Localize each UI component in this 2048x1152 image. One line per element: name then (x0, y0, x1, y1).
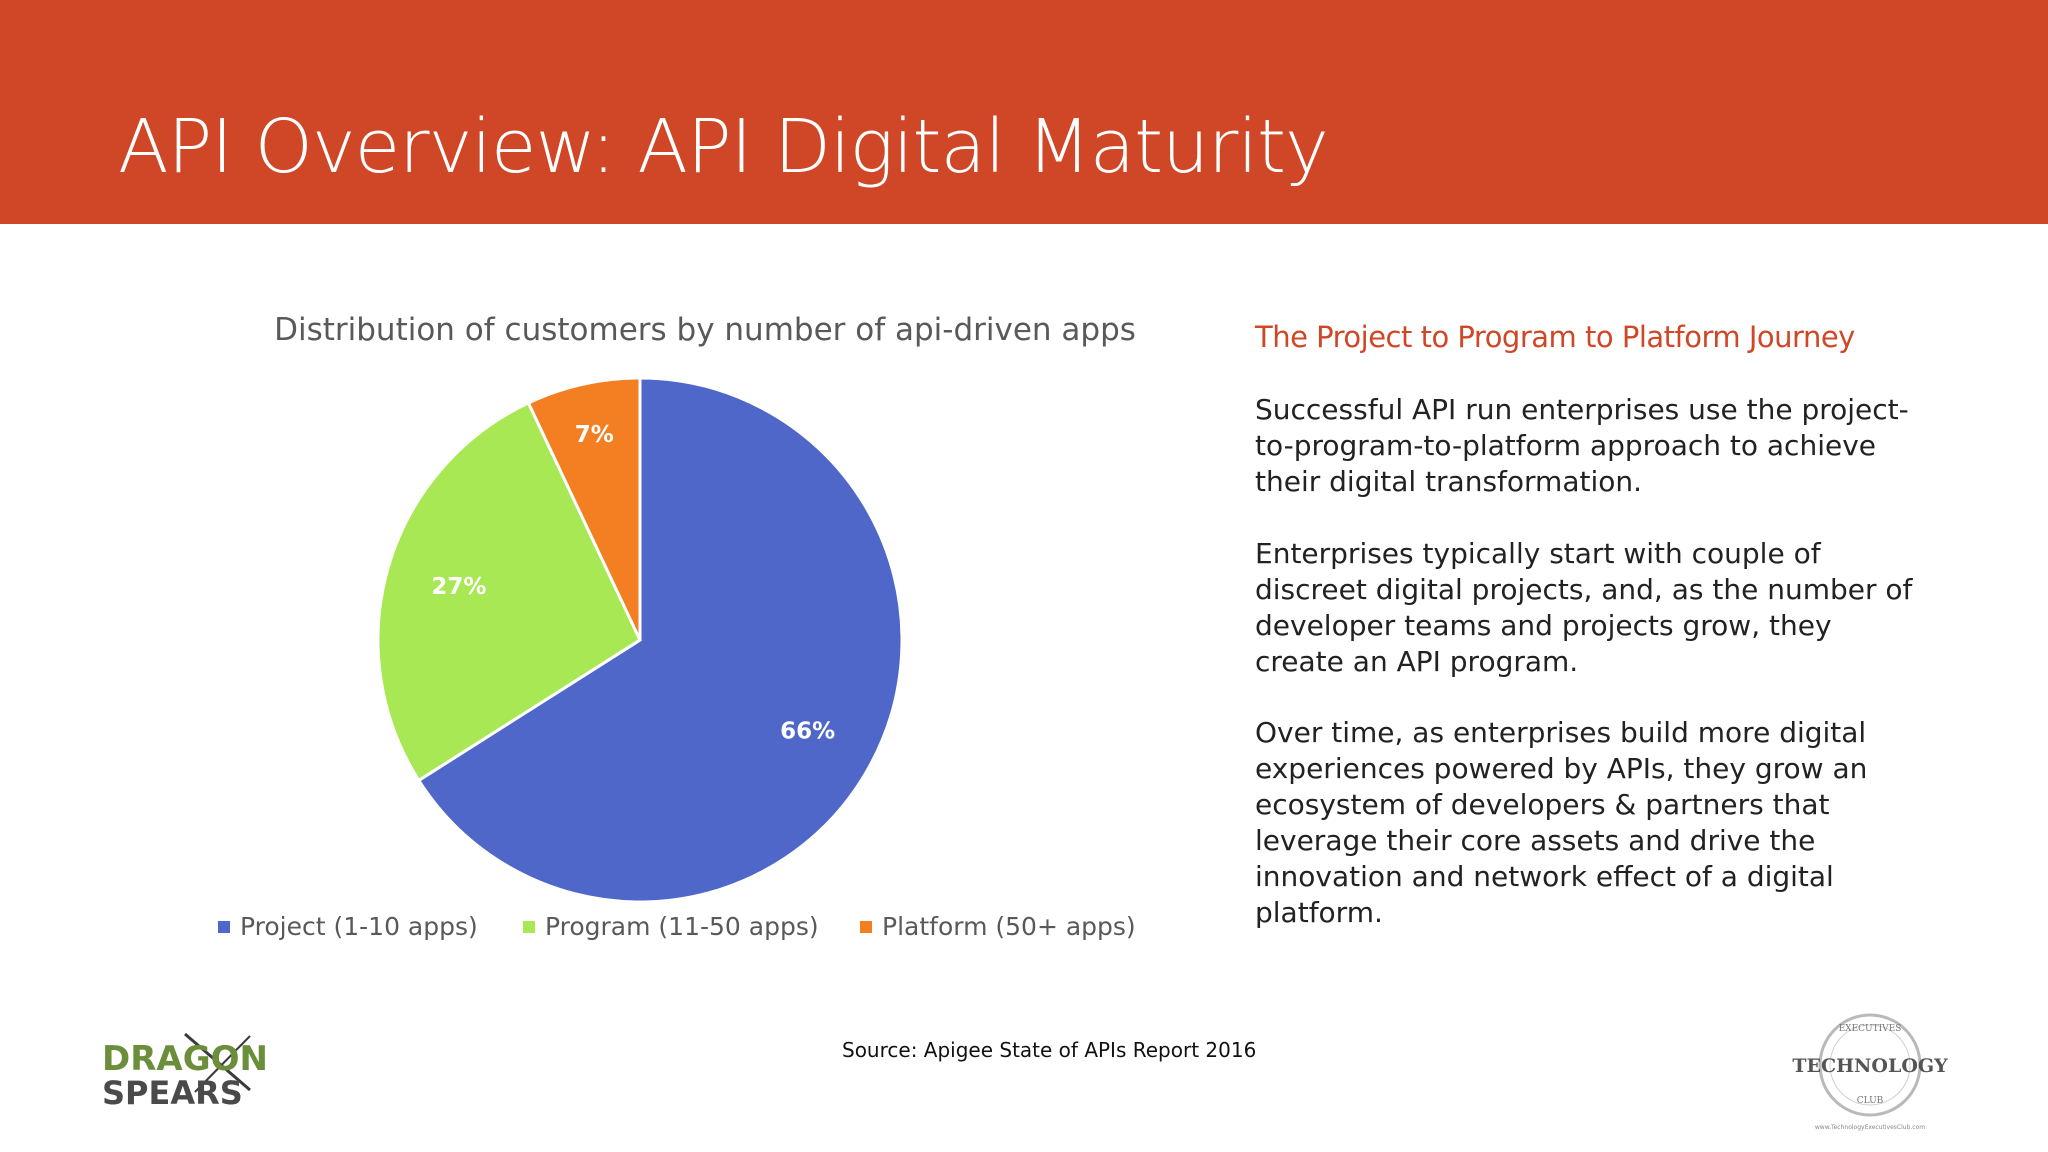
seal-inner-ring (1829, 1024, 1911, 1106)
journey-heading: The Project to Program to Platform Journ… (1255, 320, 1855, 354)
legend-label-platform: Platform (50+ apps) (882, 912, 1136, 941)
legend-item-project: Project (1-10 apps) (218, 912, 478, 941)
seal-text-main: TECHNOLOGY (1792, 1055, 1948, 1077)
seal-url: www.TechnologyExecutivesClub.com (1815, 1124, 1925, 1131)
paragraph-1: Successful API run enterprises use the p… (1255, 393, 1909, 498)
logo-text-dragon: DRAGON (102, 1039, 268, 1079)
technology-executives-club-logo: EXECUTIVES TECHNOLOGY CLUB www.Technolog… (1792, 1013, 1948, 1131)
legend-swatch-platform (860, 920, 872, 933)
spear-icon-2 (194, 1035, 251, 1093)
pie-slice-1 (416, 376, 904, 904)
seal-ring (1818, 1013, 1922, 1117)
slide-title: API Overview: API Digital Maturity (118, 104, 1329, 190)
source-note: Source: Apigee State of APIs Report 2016 (842, 1038, 1257, 1062)
pie-chart: 66% 27% 7% (376, 376, 904, 904)
logo-text-spears: SPEARS (102, 1074, 243, 1110)
seal-text-bottom: CLUB (1857, 1096, 1884, 1106)
legend-label-project: Project (1-10 apps) (240, 912, 478, 941)
legend-swatch-project (218, 920, 230, 933)
legend-label-program: Program (11-50 apps) (545, 912, 819, 941)
pie-slice-2 (376, 400, 642, 783)
chart-title: Distribution of customers by number of a… (274, 312, 1136, 348)
dragon-spears-logo: DRAGON SPEARS (102, 1032, 268, 1110)
seal-text-top: EXECUTIVES (1839, 1024, 1902, 1034)
legend-swatch-program (523, 920, 535, 933)
pie-data-label-1: 66% (780, 719, 835, 745)
spear-icon (184, 1032, 251, 1092)
paragraph-3: Over time, as enterprises build more dig… (1255, 716, 1868, 929)
paragraph-2: Enterprises typically start with couple … (1255, 537, 1913, 678)
chart-legend: Project (1-10 apps) Program (11-50 apps)… (0, 912, 2048, 952)
legend-item-platform: Platform (50+ apps) (860, 912, 1136, 941)
pie-data-label-2: 27% (431, 574, 486, 600)
header-bar: API Overview: API Digital Maturity (0, 0, 2048, 224)
pie-data-label-3: 7% (575, 422, 614, 448)
pie-slice-3 (526, 376, 642, 641)
legend-item-program: Program (11-50 apps) (523, 912, 819, 941)
